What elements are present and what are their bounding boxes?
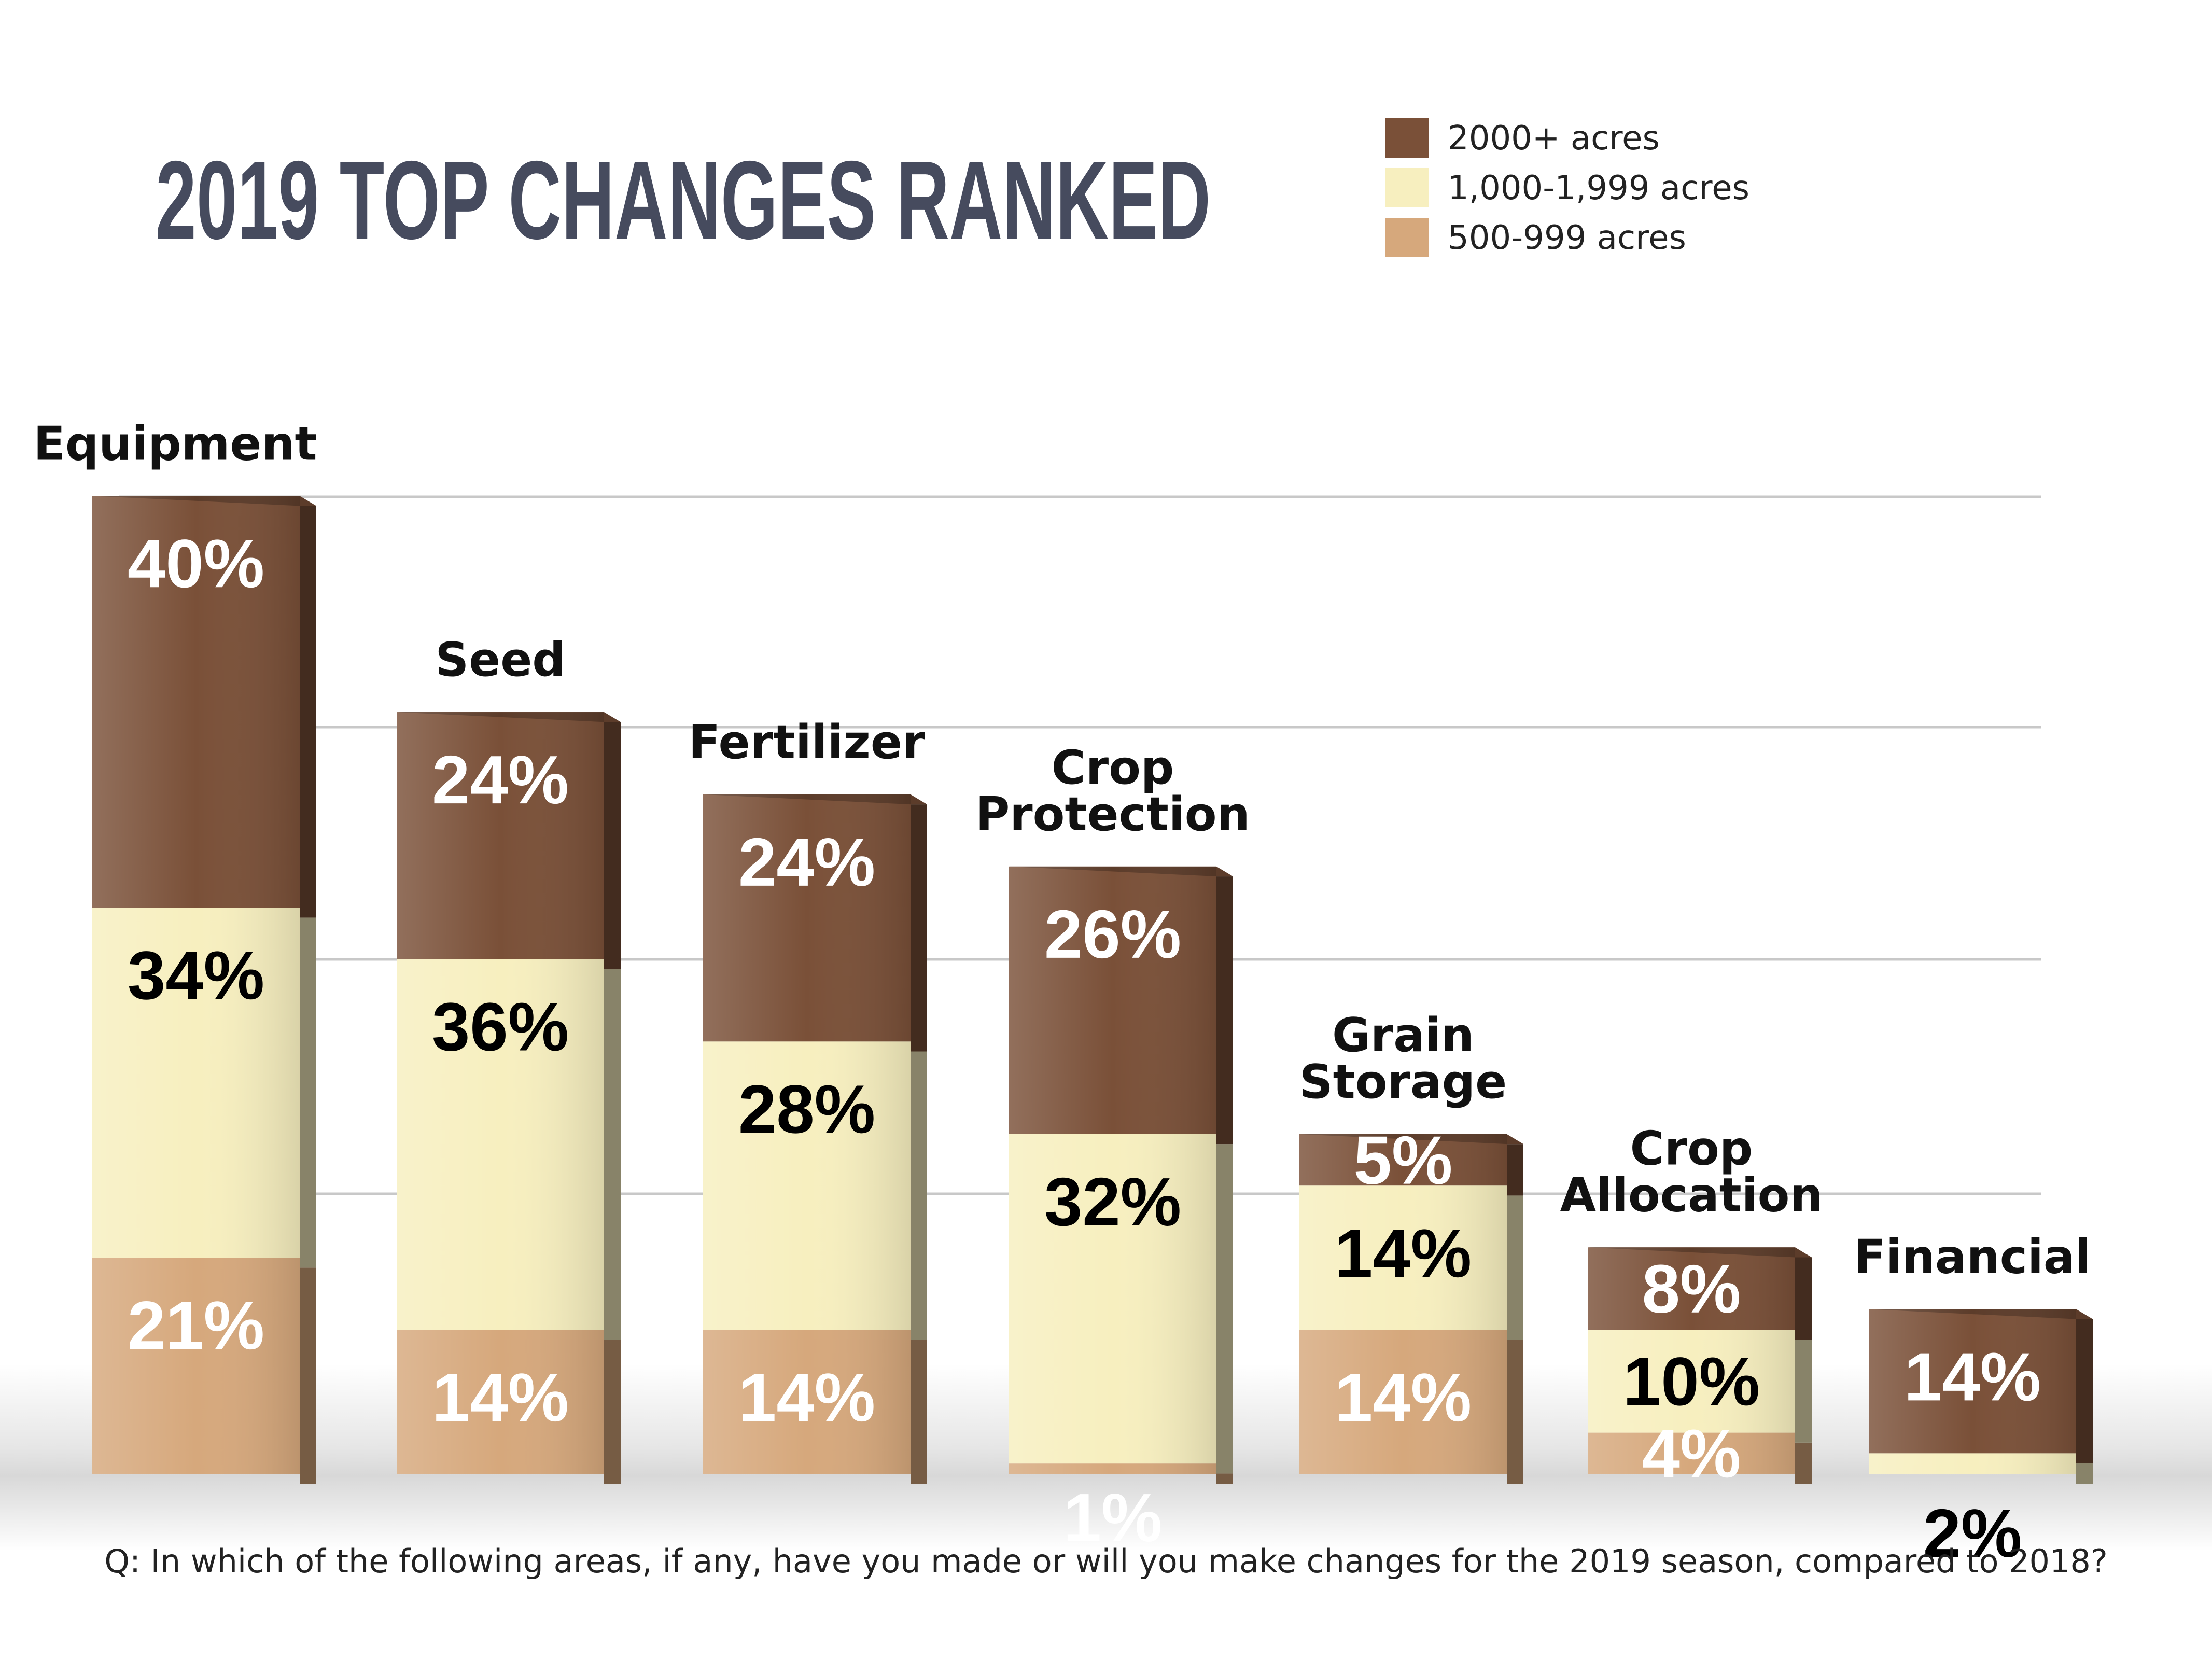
bar-side bbox=[604, 722, 621, 969]
category-label: Crop bbox=[1630, 1121, 1753, 1176]
category-label: Equipment bbox=[33, 416, 317, 471]
category-label: Fertilizer bbox=[689, 715, 926, 770]
bar-sheen bbox=[703, 794, 911, 1474]
bar-side bbox=[300, 1267, 316, 1484]
bar-side bbox=[1507, 1195, 1523, 1340]
value-label: 34% bbox=[128, 937, 264, 1013]
bar-sheen bbox=[1588, 1247, 1795, 1474]
value-label: 24% bbox=[738, 824, 875, 900]
bar-side bbox=[1795, 1340, 1812, 1443]
bar-side bbox=[604, 1340, 621, 1484]
value-label: 10% bbox=[1623, 1343, 1760, 1419]
category-label: Storage bbox=[1299, 1055, 1507, 1109]
value-label: 14% bbox=[432, 1359, 569, 1435]
value-label: 24% bbox=[432, 742, 569, 818]
category-label: Grain bbox=[1332, 1008, 1474, 1063]
bar-side bbox=[2076, 1319, 2093, 1463]
bar-side bbox=[1795, 1442, 1812, 1484]
bar-group bbox=[1588, 1247, 1812, 1484]
value-label: 2% bbox=[1923, 1495, 2022, 1571]
bar-group bbox=[92, 496, 316, 1484]
value-label: 26% bbox=[1044, 896, 1181, 972]
legend-swatch bbox=[1385, 118, 1429, 158]
bar-group bbox=[1009, 866, 1233, 1484]
bar-side bbox=[1216, 1473, 1233, 1484]
value-label: 14% bbox=[1335, 1359, 1472, 1435]
bar-sheen bbox=[397, 712, 604, 1474]
bar-side bbox=[2076, 1463, 2093, 1484]
bar-sheen bbox=[1869, 1309, 2076, 1474]
bar-group bbox=[1299, 1134, 1523, 1484]
value-label: 14% bbox=[1335, 1215, 1472, 1291]
bar-side bbox=[604, 969, 621, 1340]
bar-side bbox=[1795, 1257, 1812, 1340]
category-label: Seed bbox=[435, 633, 565, 687]
bar-side bbox=[911, 1051, 927, 1340]
value-label: 14% bbox=[738, 1359, 875, 1435]
bar-sheen bbox=[1299, 1134, 1507, 1474]
bar-side bbox=[1507, 1144, 1523, 1196]
value-label: 28% bbox=[738, 1071, 875, 1147]
footnote: Q: In which of the following areas, if a… bbox=[104, 1542, 2108, 1580]
legend-label: 2000+ acres bbox=[1448, 119, 1660, 158]
value-label: 40% bbox=[128, 525, 264, 602]
category-label: Crop bbox=[1052, 741, 1174, 795]
bar-group bbox=[703, 794, 927, 1484]
bar-side bbox=[1216, 876, 1233, 1145]
value-label: 8% bbox=[1642, 1251, 1741, 1327]
legend-label: 500-999 acres bbox=[1448, 219, 1686, 257]
value-label: 1% bbox=[1063, 1480, 1163, 1556]
legend-swatch bbox=[1385, 168, 1429, 207]
legend: 2000+ acres 1,000-1,999 acres 500-999 acre… bbox=[1385, 118, 1749, 257]
value-label: 32% bbox=[1044, 1164, 1181, 1240]
bar-sheen bbox=[1009, 866, 1216, 1474]
bar-side bbox=[911, 1340, 927, 1484]
bar-side bbox=[1507, 1340, 1523, 1484]
value-label: 4% bbox=[1642, 1415, 1741, 1491]
legend-label: 1,000-1,999 acres bbox=[1448, 169, 1749, 207]
bar-sheen bbox=[92, 496, 300, 1474]
legend-swatch bbox=[1385, 218, 1429, 257]
bar-side bbox=[911, 804, 927, 1052]
bars bbox=[92, 496, 2093, 1484]
value-label: 14% bbox=[1904, 1338, 2041, 1415]
bar-group bbox=[1869, 1309, 2093, 1484]
bar-side bbox=[300, 917, 316, 1268]
bar-side bbox=[300, 506, 316, 918]
value-label: 5% bbox=[1354, 1122, 1453, 1198]
category-label: Protection bbox=[975, 787, 1250, 842]
value-labels: 21% 34% 40% 14% 36% 24% 14% 28% 24% 1% 32% 26% 14% 14… bbox=[128, 525, 2041, 1571]
value-label: 36% bbox=[432, 989, 569, 1065]
chart-title: 2019 TOP CHANGES RANKED bbox=[156, 137, 1211, 262]
value-label: 21% bbox=[128, 1287, 264, 1363]
category-label: Financial bbox=[1854, 1230, 2091, 1284]
category-label: Allocation bbox=[1560, 1168, 1823, 1222]
bar-group bbox=[397, 712, 621, 1484]
bar-side bbox=[1216, 1144, 1233, 1474]
